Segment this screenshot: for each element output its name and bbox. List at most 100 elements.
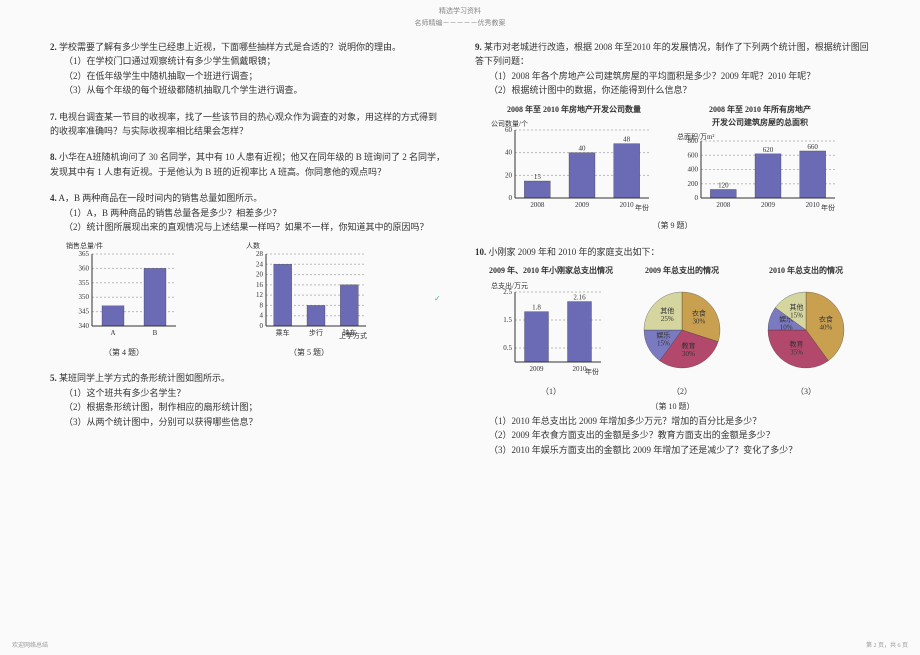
svg-text:2009: 2009	[575, 201, 590, 209]
svg-text:10%: 10%	[780, 323, 793, 331]
q7-num: 7.	[50, 112, 57, 122]
svg-text:A: A	[110, 329, 115, 337]
q2-num: 2.	[50, 42, 57, 52]
svg-text:620: 620	[763, 146, 774, 154]
q10-bar-sub: （1）	[489, 386, 613, 399]
q10-pie-2009: 衣食30%教育30%娱乐15%其他25%	[627, 280, 737, 380]
svg-text:340: 340	[79, 322, 90, 330]
q10-pie2010-sub: （3）	[751, 386, 861, 399]
q10-bar-chart: 总支出/万元 0.51.52.5 20091.820102.16 年份	[489, 280, 609, 380]
q10-pie2010-title: 2010 年总支出的情况	[751, 265, 861, 278]
svg-text:15%: 15%	[657, 339, 670, 347]
svg-text:教育: 教育	[790, 339, 804, 348]
svg-text:25%: 25%	[661, 315, 674, 323]
q9-chart1-title: 2008 年至 2010 年房地产开发公司数量	[489, 104, 659, 117]
q10-pq1: （1）2010 年总支出比 2009 年增加多少万元？增加的百分比是多少？	[475, 414, 870, 428]
q5-p2: （2）根据条形统计图，制作相应的扇形统计图；	[50, 400, 445, 414]
svg-text:12: 12	[256, 291, 264, 299]
q4-num: 4.	[50, 193, 57, 203]
q9-p2: （2）根据统计图中的数据，你还能得到什么信息？	[475, 83, 870, 97]
svg-text:B: B	[153, 329, 158, 337]
q10-pie-2010: 衣食40%教育35%娱乐10%其他15%	[751, 280, 861, 380]
svg-text:其他: 其他	[660, 306, 674, 315]
question-5: 5. 某班同学上学方式的条形统计图如图所示。 （1）这个班共有多少名学生？ （2…	[50, 371, 445, 429]
svg-text:2010: 2010	[620, 201, 635, 209]
q5-num: 5.	[50, 373, 57, 383]
q4-p1: （1）A，B 两种商品的销售总量各是多少？相差多少？	[50, 206, 445, 220]
svg-text:2008: 2008	[530, 201, 545, 209]
q10-bar-title: 2009 年、2010 年小刚家总支出情况	[489, 265, 613, 278]
page-header-sub: 名师精编－－－－－优秀教案	[0, 18, 920, 28]
svg-text:20: 20	[256, 271, 264, 279]
q10-pie-2009-box: 2009 年总支出的情况 衣食30%教育30%娱乐15%其他25% （2）	[627, 265, 737, 399]
svg-text:教育: 教育	[681, 341, 695, 350]
content-columns: 2. 学校需要了解有多少学生已经患上近视，下面哪些抽样方式是合适的？说明你的理由…	[0, 28, 920, 469]
svg-text:350: 350	[79, 293, 90, 301]
question-9: 9. 某市对老城进行改造，根据 2008 年至2010 年的发展情况，制作了下列…	[475, 40, 870, 233]
svg-text:2008: 2008	[716, 201, 731, 209]
svg-text:40: 40	[579, 145, 587, 153]
q10-stem: 小刚家 2009 年和 2010 年的家庭支出如下：	[489, 247, 660, 257]
svg-text:2009: 2009	[761, 201, 776, 209]
question-10: 10. 小刚家 2009 年和 2010 年的家庭支出如下： 2009 年、20…	[475, 245, 870, 457]
q9-p1: （1）2008 年各个房地产公司建筑房屋的平均面积是多少？2009 年呢？201…	[475, 69, 870, 83]
svg-text:355: 355	[79, 279, 90, 287]
svg-text:800: 800	[688, 137, 699, 145]
q10-num: 10.	[475, 247, 486, 257]
q9-bar-chart-1: 公司数量/个 0204060 200815200940201048 年份	[489, 118, 659, 213]
svg-text:16: 16	[256, 281, 264, 289]
svg-text:30%: 30%	[682, 350, 695, 358]
svg-text:0: 0	[509, 194, 513, 202]
q5-p1: （1）这个班共有多少名学生？	[50, 386, 445, 400]
svg-text:2010: 2010	[806, 201, 821, 209]
svg-text:2009: 2009	[530, 365, 545, 373]
q10-pq3: （3）2010 年娱乐方面支出的金额比 2009 年增加了还是减少了？变化了多少…	[475, 443, 870, 457]
q5-chart: 人数 0481216202428 乘车步行骑车 上学方式 （第 5 题）	[244, 240, 374, 359]
svg-text:28: 28	[256, 250, 264, 258]
svg-text:0: 0	[695, 194, 699, 202]
q9-stem: 某市对老城进行改造，根据 2008 年至2010 年的发展情况，制作了下列两个统…	[475, 42, 869, 66]
svg-text:48: 48	[623, 136, 631, 144]
svg-text:1.8: 1.8	[532, 303, 541, 311]
footer-right: 第 2 页，共 6 页	[866, 640, 908, 649]
q5-bar-chart: 人数 0481216202428 乘车步行骑车 上学方式	[244, 240, 374, 340]
q2-p2: （2）在低年级学生中随机抽取一个班进行调查；	[50, 69, 445, 83]
q10-bar-chart-box: 2009 年、2010 年小刚家总支出情况 总支出/万元 0.51.52.5 2…	[489, 265, 613, 399]
q2-stem: 学校需要了解有多少学生已经患上近视，下面哪些抽样方式是合适的？说明你的理由。	[59, 42, 401, 52]
q9-caption: （第 9 题）	[475, 220, 870, 233]
svg-text:4: 4	[260, 312, 264, 320]
page-header-small: 精选学习资料	[0, 6, 920, 16]
q9-bar-chart-2: 总面积/万m² 0200400600800 200812020096202010…	[675, 131, 845, 213]
svg-text:2.5: 2.5	[503, 288, 512, 296]
q5-stem: 某班同学上学方式的条形统计图如图所示。	[59, 373, 230, 383]
q5-caption: （第 5 题）	[244, 347, 374, 360]
svg-text:20: 20	[505, 172, 513, 180]
svg-text:人数: 人数	[246, 241, 260, 250]
svg-text:年份: 年份	[585, 367, 599, 376]
svg-text:365: 365	[79, 250, 90, 258]
question-4: 4. A，B 两种商品在一段时间内的销售总量如图所示。 （1）A，B 两种商品的…	[50, 191, 445, 359]
marker-icon: ✓	[434, 293, 441, 306]
q4-bar-chart: 销售总量/件 340345350355360365 AB	[64, 240, 184, 340]
q9-chart2: 2008 年至 2010 年所有房地产 开发公司建筑房屋的总面积 总面积/万m²…	[675, 104, 845, 218]
svg-text:600: 600	[688, 152, 699, 160]
svg-text:60: 60	[505, 126, 513, 134]
svg-text:衣食: 衣食	[819, 314, 833, 323]
q10-caption: （第 10 题）	[475, 401, 870, 414]
question-7: 7. 电视台调查某一节目的收视率，找了一些该节目的热心观众作为调查的对象，用这样…	[50, 110, 445, 139]
svg-text:年份: 年份	[821, 203, 835, 212]
svg-text:0.5: 0.5	[503, 344, 512, 352]
svg-text:8: 8	[260, 302, 264, 310]
q10-pq2: （2）2009 年衣食方面支出的金额是多少？教育方面支出的金额是多少？	[475, 428, 870, 442]
svg-text:15%: 15%	[790, 311, 803, 319]
q2-p1: （1）在学校门口通过观察统计有多少学生佩戴眼镜；	[50, 54, 445, 68]
question-2: 2. 学校需要了解有多少学生已经患上近视，下面哪些抽样方式是合适的？说明你的理由…	[50, 40, 445, 98]
svg-text:660: 660	[807, 143, 818, 151]
svg-text:1.5: 1.5	[503, 316, 512, 324]
svg-text:30%: 30%	[692, 317, 705, 325]
svg-text:0: 0	[260, 322, 264, 330]
q4-caption: （第 4 题）	[64, 347, 184, 360]
q5-p3: （3）从两个统计图中，分别可以获得哪些信息？	[50, 415, 445, 429]
right-column: 9. 某市对老城进行改造，根据 2008 年至2010 年的发展情况，制作了下列…	[475, 40, 870, 469]
q8-text: 小华在A班随机询问了 30 名同学，其中有 10 人患有近视；他又在同年级的 B…	[50, 152, 445, 176]
